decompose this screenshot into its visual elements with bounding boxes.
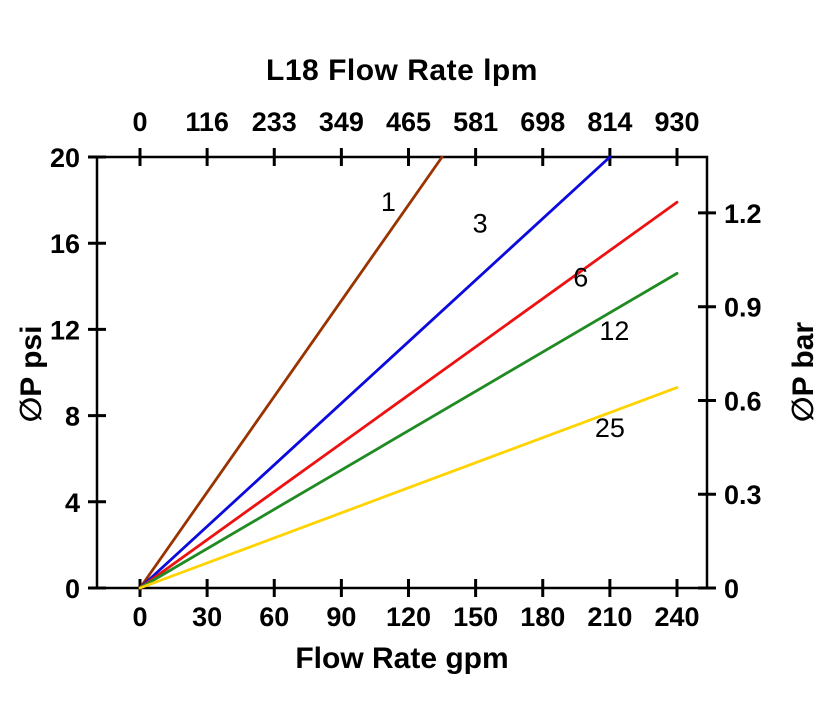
x-tick-label-top: 233 bbox=[252, 107, 297, 137]
x-tick-label-bottom: 60 bbox=[259, 602, 289, 632]
x-axis-label-bottom: Flow Rate gpm bbox=[295, 642, 509, 675]
y-tick-label-left: 4 bbox=[65, 488, 80, 518]
y-tick-label-left: 0 bbox=[65, 574, 80, 604]
x-tick-label-top: 465 bbox=[386, 107, 431, 137]
x-tick-label-top: 0 bbox=[132, 107, 147, 137]
y-tick-label-right: 1.2 bbox=[724, 199, 762, 229]
x-tick-label-top: 698 bbox=[520, 107, 565, 137]
y-tick-label-left: 12 bbox=[50, 315, 80, 345]
series-label-3: 3 bbox=[473, 208, 488, 238]
y-tick-label-left: 8 bbox=[65, 402, 80, 432]
x-tick-label-top: 349 bbox=[319, 107, 364, 137]
series-line-25 bbox=[138, 386, 679, 590]
y-tick-label-right: 0.3 bbox=[724, 480, 762, 510]
series-line-1 bbox=[138, 155, 444, 590]
series-label-6: 6 bbox=[573, 262, 588, 292]
y-tick-label-left: 20 bbox=[50, 143, 80, 173]
x-tick-label-top: 814 bbox=[587, 107, 632, 137]
series-line-6 bbox=[138, 200, 679, 590]
series-line-12 bbox=[138, 271, 679, 590]
y-tick-label-right: 0.6 bbox=[724, 386, 762, 416]
series-label-12: 12 bbox=[599, 316, 629, 346]
x-tick-label-bottom: 0 bbox=[132, 602, 147, 632]
x-tick-label-bottom: 30 bbox=[192, 602, 222, 632]
chart-title-top-axis: L18 Flow Rate lpm bbox=[266, 54, 538, 87]
series-label-1: 1 bbox=[381, 187, 396, 217]
x-tick-label-bottom: 120 bbox=[386, 602, 431, 632]
series-line-3 bbox=[138, 155, 612, 590]
y-tick-label-left: 16 bbox=[50, 229, 80, 259]
x-tick-label-top: 930 bbox=[654, 107, 699, 137]
x-tick-label-bottom: 90 bbox=[326, 602, 356, 632]
plot-area bbox=[95, 155, 709, 590]
x-tick-label-top: 581 bbox=[453, 107, 498, 137]
x-tick-label-bottom: 180 bbox=[520, 602, 565, 632]
x-tick-label-bottom: 150 bbox=[453, 602, 498, 632]
y-tick-label-right: 0.9 bbox=[724, 293, 762, 323]
x-tick-label-bottom: 240 bbox=[654, 602, 699, 632]
x-tick-label-top: 116 bbox=[185, 107, 229, 137]
x-tick-label-bottom: 210 bbox=[587, 602, 632, 632]
series-label-25: 25 bbox=[595, 413, 625, 443]
y-tick-label-right: 0 bbox=[724, 574, 739, 604]
